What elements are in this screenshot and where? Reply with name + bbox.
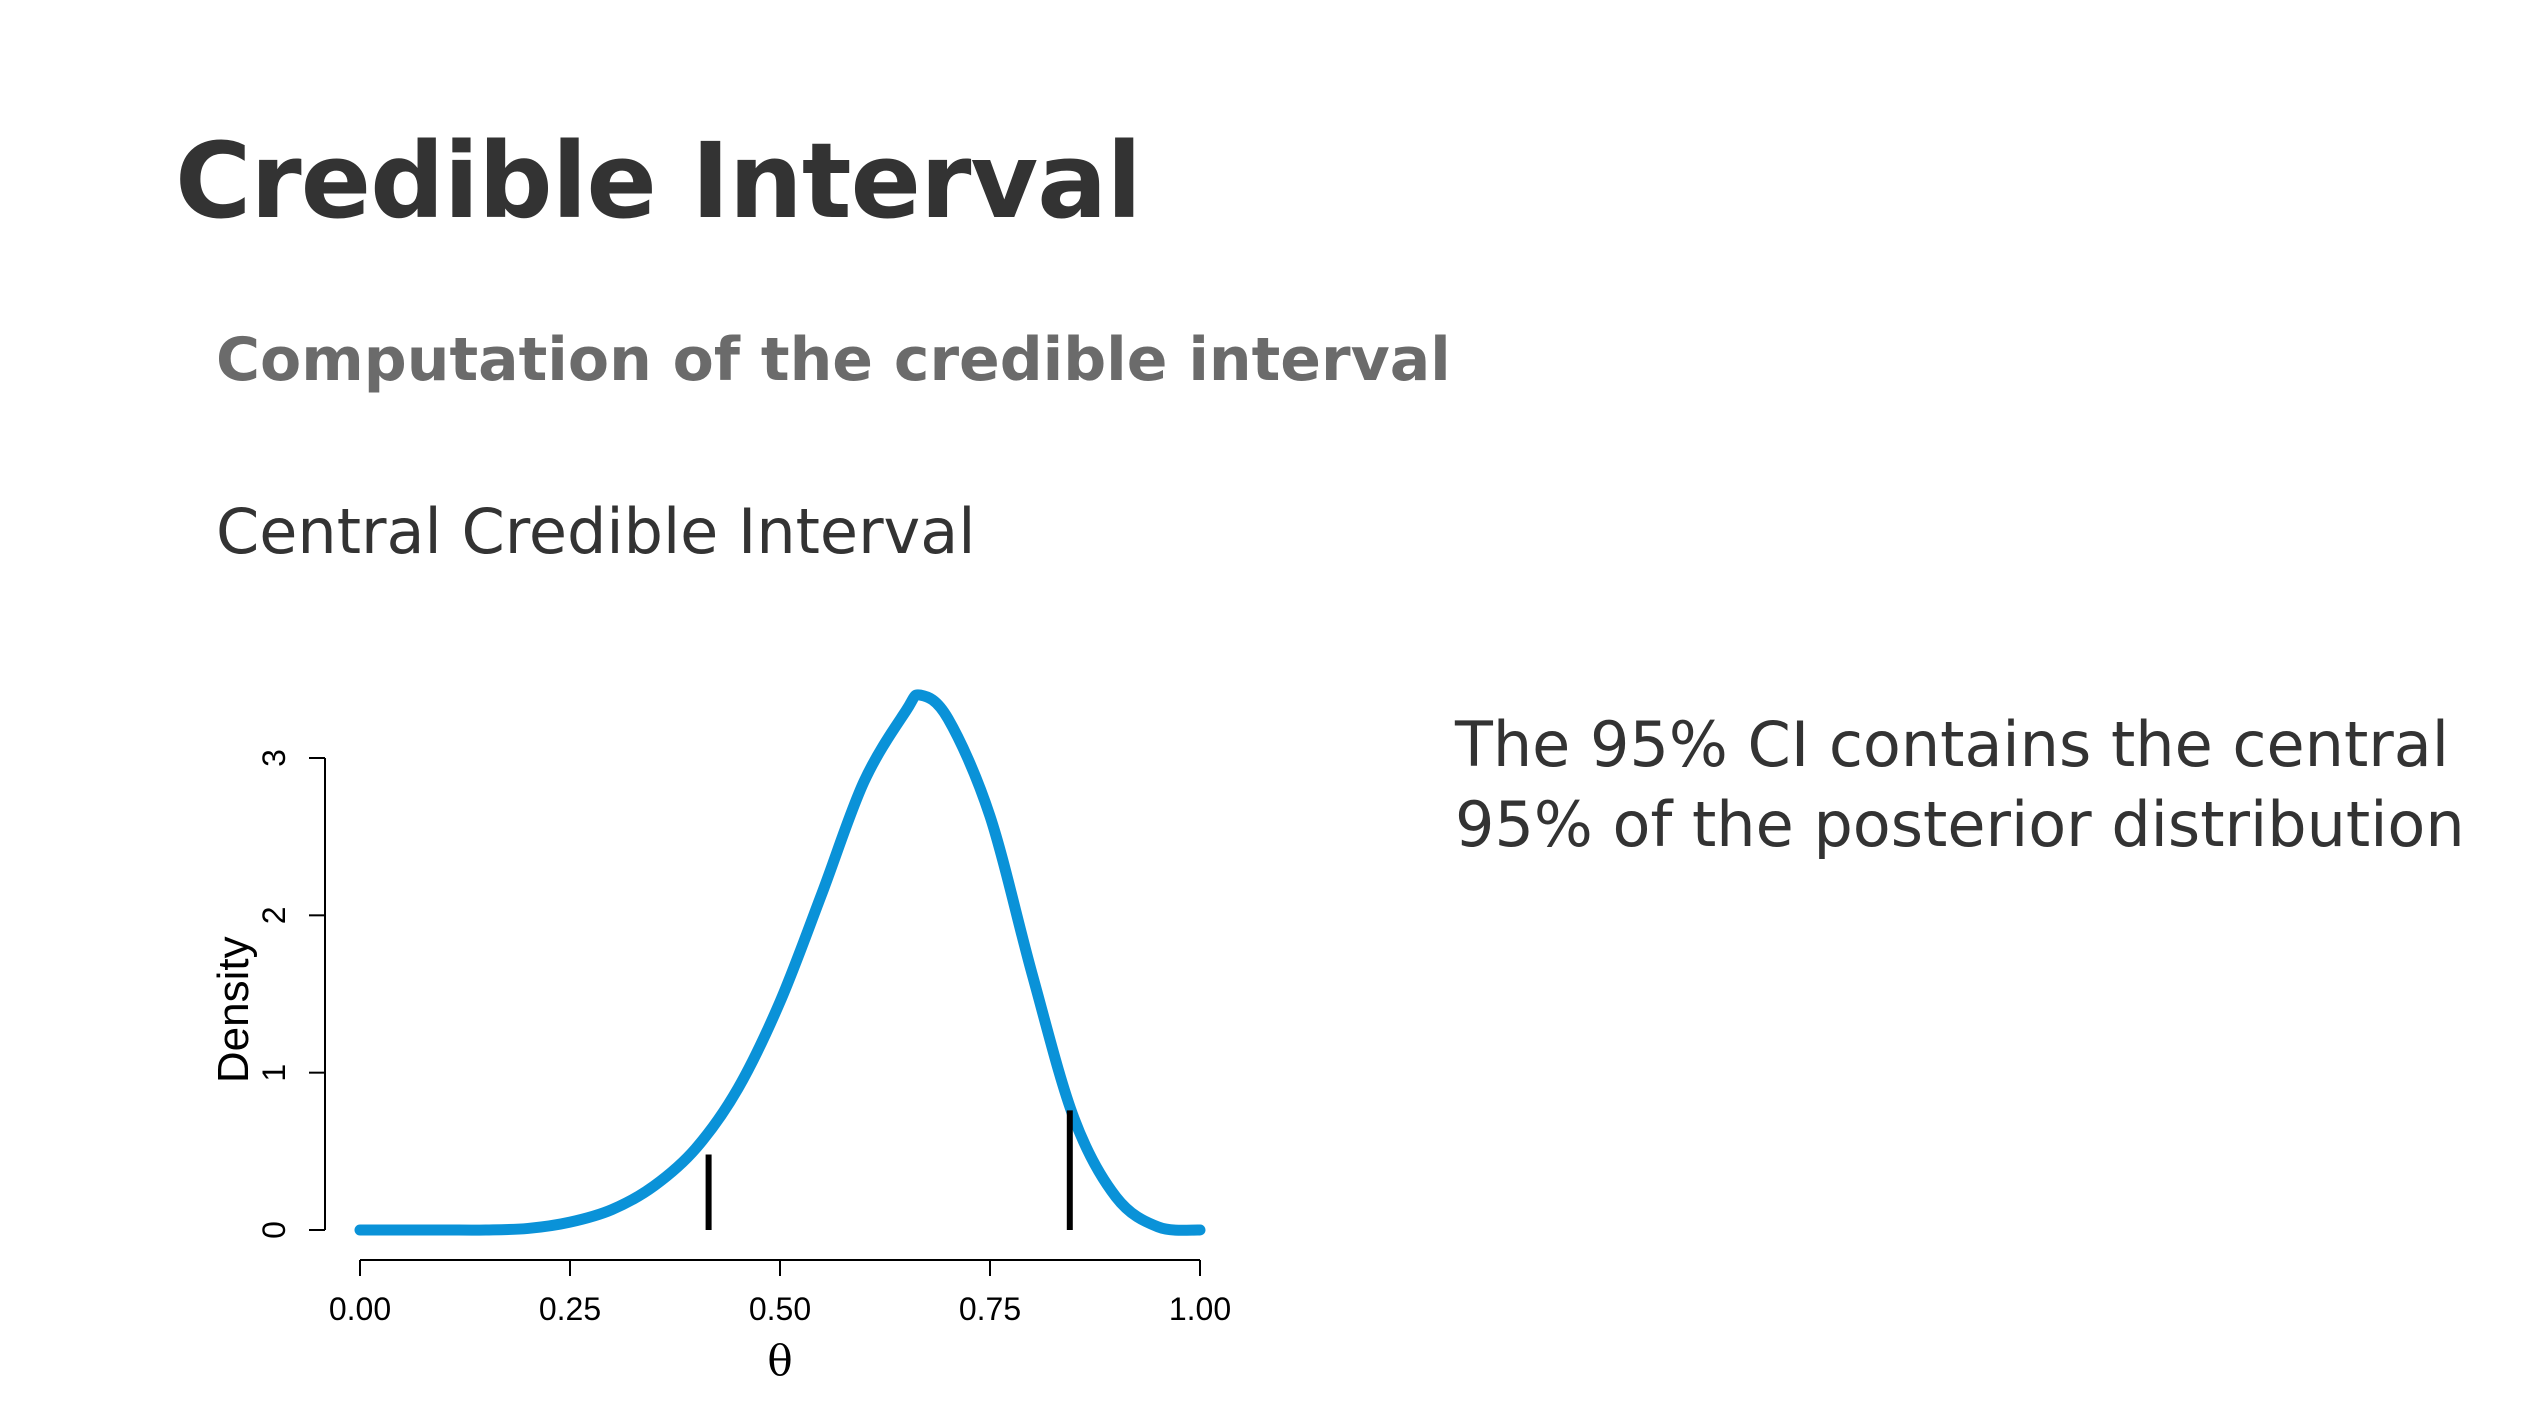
density-curve <box>354 689 1206 1236</box>
y-axis-ticks: 0 1 2 3 <box>256 749 325 1239</box>
description-text: The 95% CI contains the central 95% of t… <box>1455 705 2465 865</box>
slide-title: Credible Interval <box>175 120 1142 242</box>
description-line-1: The 95% CI contains the central <box>1455 708 2449 781</box>
description-line-2: 95% of the posterior distribution <box>1455 788 2465 861</box>
x-tick-label: 0.50 <box>749 1291 811 1327</box>
y-tick-label: 1 <box>256 1064 292 1082</box>
y-tick-label: 3 <box>256 749 292 767</box>
chart-svg: 0 1 2 3 0.00 0.25 0.50 0.75 1.00 Density θ <box>209 689 1231 1385</box>
section-label: Central Credible Interval <box>216 495 976 568</box>
y-tick-label: 2 <box>256 906 292 924</box>
x-tick-label: 0.75 <box>959 1291 1021 1327</box>
posterior-density-chart: 0 1 2 3 0.00 0.25 0.50 0.75 1.00 Density θ <box>200 660 1280 1400</box>
x-tick-label: 1.00 <box>1169 1291 1231 1327</box>
x-axis-ticks: 0.00 0.25 0.50 0.75 1.00 <box>329 1260 1231 1327</box>
y-axis-label: Density <box>209 936 258 1083</box>
x-axis-label: θ <box>767 1336 792 1385</box>
x-tick-label: 0.25 <box>539 1291 601 1327</box>
x-tick-label: 0.00 <box>329 1291 391 1327</box>
y-tick-label: 0 <box>256 1221 292 1239</box>
slide-subtitle: Computation of the credible interval <box>216 325 1451 395</box>
